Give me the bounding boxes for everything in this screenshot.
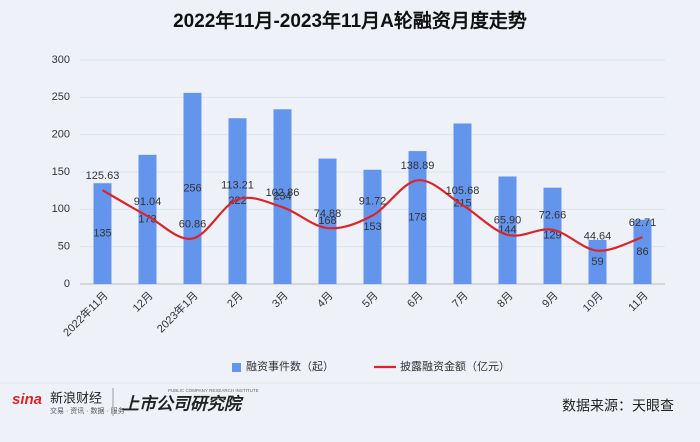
line-value-label: 91.72 — [359, 195, 387, 207]
bar — [408, 151, 427, 284]
legend-label: 融资事件数（起） — [246, 360, 334, 373]
y-tick-label: 200 — [52, 129, 70, 141]
bar-value-label: 215 — [453, 198, 471, 210]
bar — [273, 109, 292, 284]
legend-swatch — [232, 363, 241, 372]
line-value-label: 72.66 — [539, 210, 567, 222]
chart-title: 2022年11月-2023年11月A轮融资月度走势 — [173, 9, 527, 32]
bar-value-label: 153 — [363, 221, 381, 233]
bar-value-label: 256 — [183, 182, 201, 194]
bar — [318, 158, 337, 284]
line-value-label: 102.86 — [266, 187, 300, 199]
y-tick-label: 100 — [52, 203, 70, 215]
bar-value-label: 135 — [93, 228, 111, 240]
line-value-label: 65.90 — [494, 215, 522, 227]
line-value-label: 125.63 — [86, 170, 120, 182]
bar — [93, 183, 112, 284]
y-tick-label: 50 — [58, 241, 70, 253]
sina-name: 新浪财经 — [50, 390, 102, 405]
line-value-label: 62.71 — [629, 217, 657, 229]
y-tick-label: 0 — [64, 278, 70, 290]
bar — [633, 219, 652, 284]
bar-value-label: 234 — [273, 191, 291, 203]
bar-value-label: 173 — [138, 213, 156, 225]
y-tick-label: 250 — [52, 91, 70, 103]
line-value-label: 44.64 — [584, 231, 612, 243]
bar-value-label: 129 — [543, 230, 561, 242]
line-value-label: 91.04 — [134, 196, 162, 208]
sina-sub: 交易 · 资讯 · 数据 · 服务 — [50, 406, 125, 415]
bar-value-label: 222 — [228, 195, 246, 207]
y-tick-label: 150 — [52, 166, 70, 178]
bar — [543, 187, 562, 284]
line — [101, 179, 643, 252]
bar — [138, 154, 157, 284]
bar-value-label: 168 — [318, 215, 336, 227]
line-value-label: 60.86 — [179, 218, 207, 230]
bar-value-label: 86 — [636, 246, 648, 258]
legend-label: 披露融资金额（亿元） — [400, 359, 510, 373]
bar-value-label: 59 — [591, 256, 603, 268]
sina-logo: sina — [12, 391, 42, 408]
line-value-label: 138.89 — [401, 160, 435, 172]
line-value-label: 113.21 — [221, 179, 254, 191]
line-value-label: 74.88 — [314, 208, 342, 220]
bar — [228, 118, 247, 285]
institute-logo: 上市公司研究院 — [122, 394, 244, 413]
bar — [363, 169, 382, 284]
line-value-label: 105.68 — [446, 185, 480, 197]
bar — [498, 176, 517, 284]
bar-value-label: 178 — [408, 211, 426, 223]
institute-sub: PUBLIC COMPANY RESEARCH INSTITUTE — [168, 388, 259, 393]
source-note: 数据来源：天眼查 — [562, 398, 674, 414]
y-tick-label: 300 — [52, 54, 70, 66]
bar — [453, 123, 472, 284]
